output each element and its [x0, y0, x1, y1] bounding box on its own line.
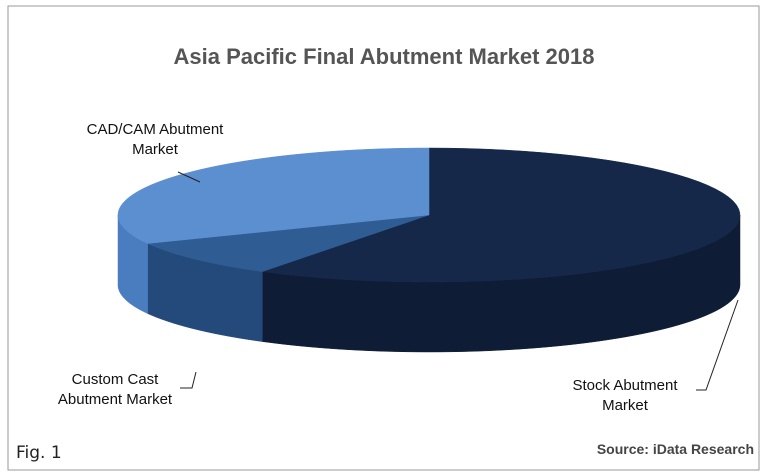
leader-line [180, 371, 197, 389]
slice [146, 214, 430, 272]
slice-label: Stock Abutment Market [572, 377, 678, 414]
slice [262, 147, 741, 283]
leader-line [177, 171, 201, 183]
slice-label: Custom Cast Abutment Market [57, 371, 173, 408]
frame [7, 5, 760, 471]
figure-caption: Fig. 1 [16, 443, 62, 463]
leader-line [696, 299, 739, 391]
slice [117, 147, 430, 244]
pie [117, 147, 741, 353]
source: Source: iData Research [596, 441, 754, 457]
chart-title: Asia Pacific Final Abutment Market 2018 [173, 44, 595, 69]
slice-label: CAD/CAM Abutment Market [86, 121, 224, 158]
